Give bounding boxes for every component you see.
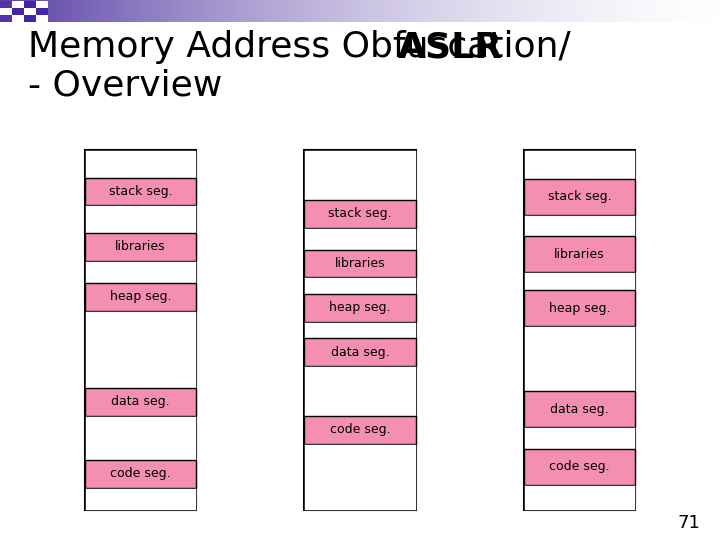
Text: data seg.: data seg. [330, 346, 390, 359]
Bar [85, 205, 196, 233]
Bar [24, 1, 36, 8]
Bar [524, 150, 636, 179]
Bar [85, 388, 196, 416]
Text: Memory Address Obfuscation/: Memory Address Obfuscation/ [28, 30, 571, 64]
Bar [524, 449, 636, 485]
Bar [304, 338, 416, 366]
Text: - Overview: - Overview [28, 68, 222, 102]
Bar [12, 1, 24, 8]
Bar [85, 310, 196, 388]
Bar [12, 8, 24, 15]
Bar [304, 443, 416, 510]
Bar [36, 8, 48, 15]
Bar [304, 416, 416, 443]
Bar [524, 485, 636, 510]
Text: stack seg.: stack seg. [548, 190, 611, 203]
Bar [36, 1, 48, 8]
Bar [0, 8, 12, 15]
Bar [304, 322, 416, 338]
Bar [304, 150, 416, 200]
Bar [524, 291, 636, 326]
Bar [85, 178, 196, 205]
Bar [24, 8, 36, 15]
Bar [524, 272, 636, 291]
Text: libraries: libraries [554, 248, 605, 261]
Bar [304, 366, 416, 416]
Bar [85, 488, 196, 510]
Bar [85, 150, 196, 178]
Bar [0, 15, 12, 22]
Bar [0, 1, 12, 8]
Bar [304, 150, 416, 510]
Bar [304, 294, 416, 322]
Bar [85, 460, 196, 488]
Bar [524, 391, 636, 427]
Bar [85, 233, 196, 261]
Text: libraries: libraries [335, 257, 385, 270]
Bar [524, 427, 636, 449]
Text: data seg.: data seg. [111, 395, 170, 408]
Bar [36, 15, 48, 22]
Bar [304, 249, 416, 278]
Bar [524, 215, 636, 237]
Bar [85, 261, 196, 283]
Text: stack seg.: stack seg. [109, 185, 172, 198]
Text: heap seg.: heap seg. [329, 301, 391, 314]
Text: 71: 71 [677, 514, 700, 532]
Bar [524, 150, 636, 510]
Bar [24, 15, 36, 22]
Bar [304, 200, 416, 227]
Text: stack seg.: stack seg. [328, 207, 392, 220]
Text: code seg.: code seg. [549, 460, 610, 473]
Text: libraries: libraries [115, 240, 166, 253]
Bar [85, 283, 196, 310]
Text: ASLR: ASLR [398, 30, 503, 64]
Text: data seg.: data seg. [550, 403, 609, 416]
Bar [524, 179, 636, 215]
Text: code seg.: code seg. [330, 423, 390, 436]
Bar [524, 326, 636, 391]
Bar [85, 150, 196, 510]
Bar [304, 227, 416, 249]
Text: heap seg.: heap seg. [549, 302, 611, 315]
Bar [304, 278, 416, 294]
Text: code seg.: code seg. [110, 468, 171, 481]
Bar [12, 15, 24, 22]
Bar [85, 416, 196, 460]
Bar [524, 237, 636, 272]
Text: heap seg.: heap seg. [109, 291, 171, 303]
